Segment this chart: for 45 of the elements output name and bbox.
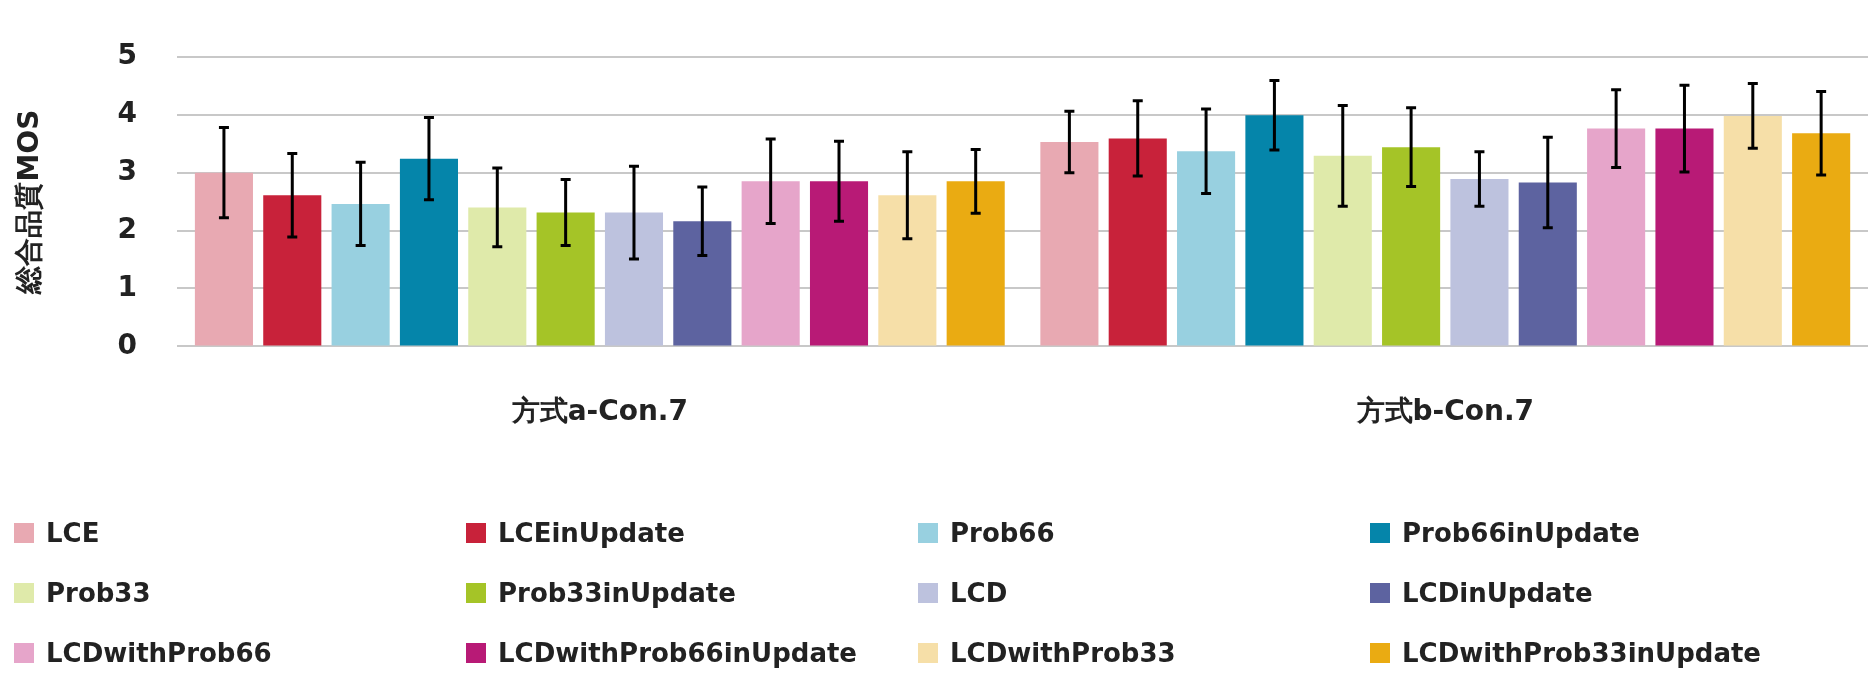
legend-label: LCD xyxy=(950,578,1008,608)
legend-label: LCE xyxy=(46,518,100,548)
legend-label: Prob66inUpdate xyxy=(1402,518,1640,548)
bar xyxy=(809,181,869,346)
bar xyxy=(1518,182,1577,346)
bar xyxy=(331,203,390,346)
bar xyxy=(399,158,458,346)
x-tick-label: 方式a-Con.7 xyxy=(510,394,688,428)
legend-label: LCDwithProb33inUpdate xyxy=(1402,638,1761,668)
legend-label: LCEinUpdate xyxy=(498,518,685,548)
bar xyxy=(1655,128,1714,346)
bar xyxy=(946,181,1005,346)
bar xyxy=(1108,138,1167,346)
bar xyxy=(1040,141,1099,346)
bar xyxy=(878,195,937,346)
y-tick-label: 1 xyxy=(117,269,138,303)
bar xyxy=(1587,128,1646,346)
legend-label: Prob66 xyxy=(950,518,1055,548)
y-tick-label: 5 xyxy=(117,38,138,72)
bar xyxy=(673,221,732,346)
bar xyxy=(604,212,664,346)
legend-label: Prob33 xyxy=(46,578,151,608)
y-tick-label: 4 xyxy=(117,96,138,129)
legend-label: Prob33inUpdate xyxy=(498,578,736,608)
y-tick-label: 2 xyxy=(117,211,138,245)
bar xyxy=(1792,133,1851,346)
bar xyxy=(468,207,527,346)
bar xyxy=(1177,151,1236,346)
y-tick-label: 0 xyxy=(117,327,138,361)
bar xyxy=(1723,115,1782,346)
legend-label: LCDwithProb66 xyxy=(46,638,272,668)
bar xyxy=(1382,147,1441,346)
bar xyxy=(1450,179,1509,346)
bar xyxy=(263,195,322,346)
legend-label: LCDwithProb66inUpdate xyxy=(498,638,857,668)
bar xyxy=(1245,115,1304,346)
y-tick-label: 3 xyxy=(117,153,138,187)
bar xyxy=(536,212,595,346)
y-axis-title: 総合品質MOS xyxy=(12,109,46,295)
bar xyxy=(741,181,800,346)
legend-label: LCDwithProb33 xyxy=(950,638,1176,668)
bar xyxy=(1313,155,1372,346)
bar xyxy=(194,172,253,346)
legend-label: LCDinUpdate xyxy=(1402,578,1593,608)
x-tick-label: 方式b-Con.7 xyxy=(1355,394,1535,428)
